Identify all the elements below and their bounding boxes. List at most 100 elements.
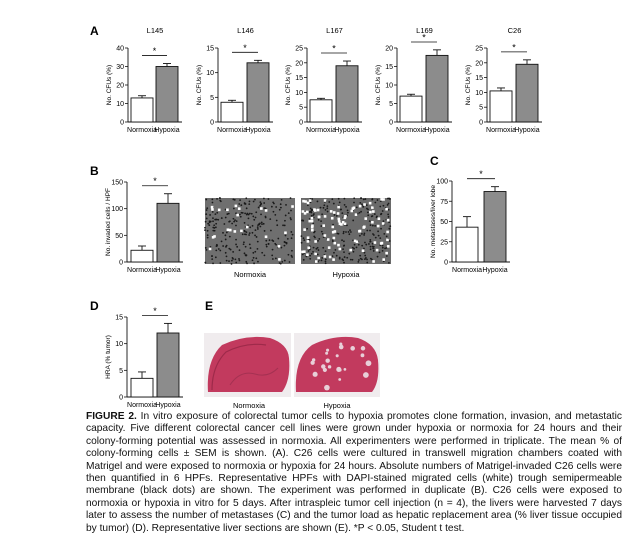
pore-dot <box>243 241 245 244</box>
pore-dot <box>263 202 266 204</box>
pore-dot <box>316 246 319 249</box>
metastasis-focus <box>324 384 330 391</box>
pore-dot <box>383 232 386 235</box>
pore-dot <box>205 248 208 251</box>
migrated-cell <box>343 222 347 226</box>
pore-dot <box>271 248 274 251</box>
pore-dot <box>320 230 323 233</box>
pore-dot <box>275 206 278 208</box>
pore-dot <box>342 248 344 251</box>
pore-dot <box>248 200 251 203</box>
pore-dot <box>314 236 316 239</box>
pore-dot <box>287 253 290 256</box>
pore-dot <box>309 257 312 260</box>
pore-dot <box>241 211 244 214</box>
pore-dot <box>385 255 388 257</box>
pore-dot <box>343 256 346 258</box>
pore-dot <box>361 203 363 206</box>
category-label: Hypoxia <box>245 127 270 134</box>
micrograph-hypoxia <box>300 197 392 265</box>
significance-marker: * <box>153 46 157 56</box>
pore-dot <box>326 207 329 210</box>
pore-dot <box>232 217 235 220</box>
y-tick-label: 20 <box>385 46 393 53</box>
pore-dot <box>211 198 214 201</box>
pore-dot <box>219 262 222 264</box>
pore-dot <box>234 219 236 222</box>
pore-dot <box>355 246 358 249</box>
pore-dot <box>343 197 346 200</box>
pore-dot <box>226 213 229 215</box>
y-tick-label: 10 <box>116 101 124 108</box>
pore-dot <box>261 251 264 254</box>
pore-dot <box>272 210 275 213</box>
pore-dot <box>379 213 382 216</box>
pore-dot <box>333 251 335 254</box>
significance-marker: * <box>153 176 157 186</box>
pore-dot <box>389 225 392 228</box>
pore-dot <box>214 213 217 216</box>
pore-dot <box>371 242 374 245</box>
pore-dot <box>206 234 209 237</box>
pore-dot <box>213 224 216 227</box>
pore-dot <box>372 250 375 252</box>
migrated-cell <box>338 247 342 251</box>
metastasis-focus <box>335 354 339 358</box>
pore-dot <box>252 256 255 259</box>
pore-dot <box>269 218 272 221</box>
pore-dot <box>369 229 371 232</box>
pore-dot <box>346 256 349 259</box>
pore-dot <box>284 234 287 237</box>
pore-dot <box>359 254 362 257</box>
pore-dot <box>387 197 389 200</box>
pore-dot <box>259 222 261 225</box>
pore-dot <box>222 245 225 247</box>
pore-dot <box>224 216 227 219</box>
pore-dot <box>368 243 370 245</box>
y-tick-label: 20 <box>295 60 303 67</box>
y-tick-label: 5 <box>389 101 393 108</box>
pore-dot <box>225 259 228 262</box>
pore-dot <box>389 198 391 200</box>
pore-dot <box>212 217 214 220</box>
pore-dot <box>381 246 384 249</box>
migrated-cell <box>264 235 268 239</box>
bar-hypoxia <box>246 62 270 123</box>
pore-dot <box>364 254 367 257</box>
pore-dot <box>245 197 248 200</box>
pore-dot <box>324 209 327 211</box>
migrated-cell <box>358 204 362 208</box>
pore-dot <box>243 233 246 236</box>
panel-letter-d: D <box>90 299 99 313</box>
pore-dot <box>214 218 217 221</box>
pore-dot <box>282 224 284 227</box>
migrated-cell <box>332 211 336 214</box>
pore-dot <box>320 220 322 223</box>
migrated-cell <box>380 198 383 201</box>
pore-dot <box>331 239 334 241</box>
bar-hypoxia <box>425 54 449 123</box>
pore-dot <box>382 220 385 222</box>
pore-dot <box>379 237 382 240</box>
migrated-cell <box>322 224 326 227</box>
pore-dot <box>358 211 361 214</box>
pore-dot <box>215 249 218 252</box>
pore-dot <box>206 236 209 239</box>
figure-canvas: A B C D E L145 0 10 20 30 40 No. CFUs (%) Normo… <box>90 24 542 410</box>
pore-dot <box>326 210 329 213</box>
migrated-cell <box>317 215 321 219</box>
y-tick-label: 10 <box>295 90 303 97</box>
migrated-cell <box>323 255 327 258</box>
pore-dot <box>252 215 255 218</box>
pore-dot <box>209 246 212 248</box>
pore-dot <box>286 237 289 240</box>
migrated-cell <box>382 258 385 261</box>
pore-dot <box>388 221 391 224</box>
pore-dot <box>387 213 390 216</box>
migrated-cell <box>350 209 354 213</box>
pore-dot <box>235 238 237 241</box>
pore-dot <box>367 208 369 211</box>
pore-dot <box>248 234 251 236</box>
y-tick-label: 5 <box>299 105 303 112</box>
